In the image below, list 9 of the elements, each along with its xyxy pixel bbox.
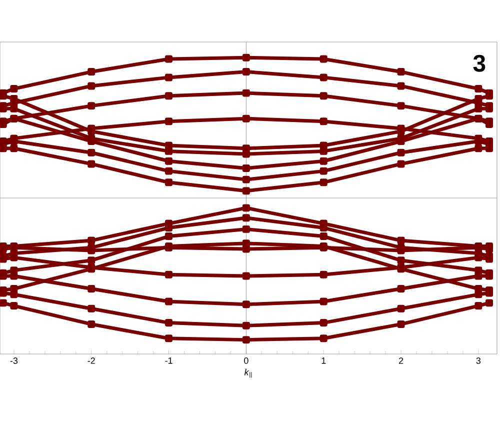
x-tick-label: 0 bbox=[244, 358, 248, 364]
x-tick-label: 3 bbox=[476, 358, 481, 364]
x-tick-label: -3 bbox=[10, 358, 18, 364]
x-tick-label: 1 bbox=[322, 358, 326, 364]
annotation: 3 bbox=[473, 54, 486, 72]
x-tick-label: -1 bbox=[165, 358, 172, 364]
x-axis-title: k$_{||}$ bbox=[244, 368, 252, 378]
x-tick-label: -2 bbox=[88, 358, 95, 364]
x-tick-label: 2 bbox=[398, 358, 404, 364]
